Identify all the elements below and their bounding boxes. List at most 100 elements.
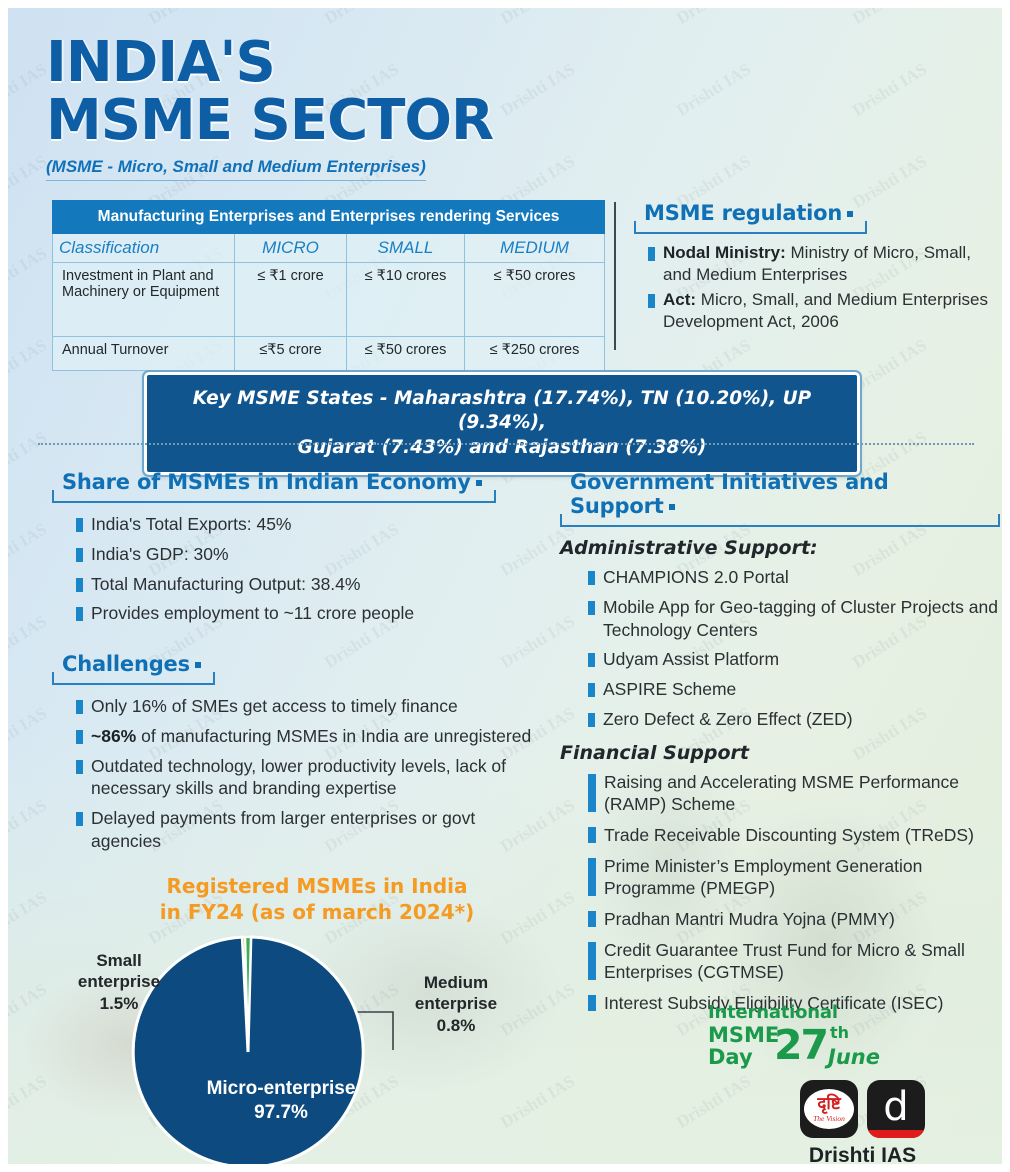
challenge-0-text: Only 16% of SMEs get access to timely fi… [91, 696, 458, 716]
share-list: India's Total Exports: 45% India's GDP: … [74, 513, 532, 625]
drishti-logo-oval: दृष्टि The Vision [804, 1089, 854, 1129]
admin-support-label: Administrative Support: [560, 537, 818, 559]
table-row: Annual Turnover ≤₹5 crore ≤ ₹50 crores ≤… [52, 336, 606, 371]
msme-day-international: International [708, 1002, 838, 1023]
challenge-2-text: Outdated technology, lower productivity … [91, 755, 507, 799]
list-item: CHAMPIONS 2.0 Portal [586, 566, 1000, 589]
challenges-heading-label: Challenges [62, 652, 190, 676]
cell-investment-medium: ≤ ₹50 crores [463, 262, 606, 337]
title-line-2: MSME SECTOR [46, 87, 494, 153]
cell-investment-micro: ≤ ₹1 crore [234, 262, 347, 337]
heading-dot-icon [668, 504, 675, 510]
list-item: Raising and Accelerating MSME Performanc… [586, 771, 1000, 815]
infographic-canvas: Drishti IAS Drishti IAS Drishti IAS Drishti… [8, 8, 1002, 1164]
key-states-line-2: Gujarat (7.43%) and Rajasthan (7.38%) [297, 436, 707, 458]
key-states-line-1: Key MSME States - Maharashtra (17.74%), … [192, 388, 812, 434]
title-line-1: INDIA'S [46, 30, 276, 95]
pie-label-small: Small enterprise 1.5% [58, 950, 180, 1014]
msme-day-june: June [828, 1045, 880, 1069]
list-item: Outdated technology, lower productivity … [74, 755, 532, 801]
list-item: ~86% of manufacturing MSMEs in India are… [74, 725, 532, 748]
pie-title-line-2: in FY24 (as of march 2024*) [159, 899, 475, 924]
pie-label-micro-value: 97.7% [254, 1102, 308, 1124]
list-item: Udyam Assist Platform [586, 648, 1000, 671]
pie-slice-medium [244, 935, 253, 1053]
table-col-classification: Classification [52, 233, 235, 263]
pie-title-line-1: Registered MSMEs in India [166, 874, 468, 898]
challenges-heading: Challenges [52, 652, 215, 685]
red-bar-accent [867, 1130, 925, 1138]
list-item: India's GDP: 30% [74, 543, 532, 566]
heading-bracket-icon [560, 514, 1000, 527]
table-col-medium: MEDIUM [463, 233, 606, 263]
challenge-1-text: of manufacturing MSMEs in India are unre… [136, 725, 532, 746]
heading-dot-icon [194, 662, 201, 668]
list-item: Prime Minister’s Employment Generation P… [586, 855, 1000, 899]
pie-chart-svg [131, 935, 394, 1164]
d-letter: d [883, 1084, 909, 1130]
brand-logos: दृष्टि The Vision d Drishti IAS [800, 1080, 925, 1164]
regulation-list: Nodal Ministry: Ministry of Micro, Small… [646, 242, 994, 333]
list-item: Mobile App for Geo-tagging of Cluster Pr… [586, 596, 1000, 642]
heading-bracket-icon [52, 672, 215, 685]
list-item: Zero Defect & Zero Effect (ZED) [586, 708, 1000, 731]
financial-support-label: Financial Support [560, 741, 750, 764]
list-item: ASPIRE Scheme [586, 678, 1000, 701]
list-item: Pradhan Mantri Mudra Yojna (PMMY) [586, 908, 1000, 930]
list-item: Act: Micro, Small, and Medium Enterprise… [646, 289, 994, 333]
pie-label-small-line-1: Small [96, 951, 142, 970]
pie-label-small-line-2: enterprise [77, 972, 161, 992]
pie-label-medium-line-2: enterprise [414, 994, 498, 1014]
msme-day-msme: MSME [708, 1023, 780, 1047]
pie-label-medium: Medium enterprise 0.8% [390, 972, 522, 1036]
classification-table: Manufacturing Enterprises and Enterprise… [51, 200, 606, 371]
table-row: Investment in Plant and Machinery or Equ… [52, 262, 606, 337]
pie-label-small-value: 1.5% [99, 993, 139, 1013]
cell-investment-small: ≤ ₹10 crores [346, 262, 465, 337]
page-subtitle: (MSME - Micro, Small and Medium Enterpri… [46, 157, 426, 182]
row-label-turnover: Annual Turnover [52, 336, 235, 371]
regulation-heading-label: MSME regulation [644, 201, 843, 225]
list-item: Delayed payments from larger enterprises… [74, 807, 532, 853]
pie-slices [131, 935, 365, 1164]
pie-label-micro-name: Micro-enterprise [206, 1078, 356, 1099]
left-column: Share of MSMEs in Indian Economy India's… [52, 470, 532, 860]
drishti-d-logo-icon: d [867, 1080, 925, 1138]
msme-day-day: Day [708, 1045, 753, 1069]
msme-regulation-section: MSME regulation Nodal Ministry: Ministry… [634, 201, 994, 336]
share-heading-label: Share of MSMEs in Indian Economy [62, 470, 471, 494]
list-item: Credit Guarantee Trust Fund for Micro & … [586, 939, 1000, 983]
admin-support-list: CHAMPIONS 2.0 Portal Mobile App for Geo-… [586, 566, 1000, 731]
table-banner: Manufacturing Enterprises and Enterprise… [51, 200, 606, 234]
heading-dot-icon [847, 211, 854, 217]
drishti-hindi-text: दृष्टि [817, 1093, 841, 1114]
challenge-3-text: Delayed payments from larger enterprises… [91, 808, 476, 851]
msme-day-th: th [830, 1023, 850, 1042]
page-title: INDIA'S MSME SECTOR (MSME - Micro, Small… [46, 30, 494, 182]
share-heading: Share of MSMEs in Indian Economy [52, 470, 496, 503]
list-item: Trade Receivable Discounting System (TRe… [586, 824, 1000, 846]
cell-turnover-small: ≤ ₹50 crores [346, 336, 465, 371]
regulation-item-1-text: Micro, Small, and Medium Enterprises Dev… [663, 290, 988, 332]
regulation-item-0-text: Ministry of Micro, Small, and Medium Ent… [663, 243, 971, 285]
heading-bracket-icon [52, 490, 496, 503]
regulation-item-0-bold: Nodal Ministry: [663, 243, 786, 262]
challenge-1-bold: ~86% [91, 725, 137, 746]
brand-name: Drishti IAS [808, 1144, 917, 1164]
row-label-investment: Investment in Plant and Machinery or Equ… [52, 262, 235, 337]
list-item: Nodal Ministry: Ministry of Micro, Small… [646, 242, 994, 286]
msme-day-number: 27 [774, 1021, 829, 1069]
msme-day-row: MSME Day 27 th June [708, 1021, 880, 1071]
heading-bracket-icon [634, 221, 868, 234]
list-item: Provides employment to ~11 crore people [74, 602, 532, 625]
pie-label-medium-value: 0.8% [436, 1015, 476, 1035]
list-item: Total Manufacturing Output: 38.4% [74, 573, 532, 596]
right-column: Government Initiatives and Support Admin… [560, 470, 1000, 1023]
govt-heading: Government Initiatives and Support [560, 470, 1000, 527]
cell-turnover-medium: ≤ ₹250 crores [463, 336, 606, 371]
international-msme-day-logo: International MSME Day 27 th June [708, 1002, 880, 1071]
registered-msmes-pie-chart: Registered MSMEs in India in FY24 (as of… [38, 874, 538, 1164]
vertical-divider [614, 202, 616, 350]
pie-label-medium-line-1: Medium [423, 973, 489, 992]
